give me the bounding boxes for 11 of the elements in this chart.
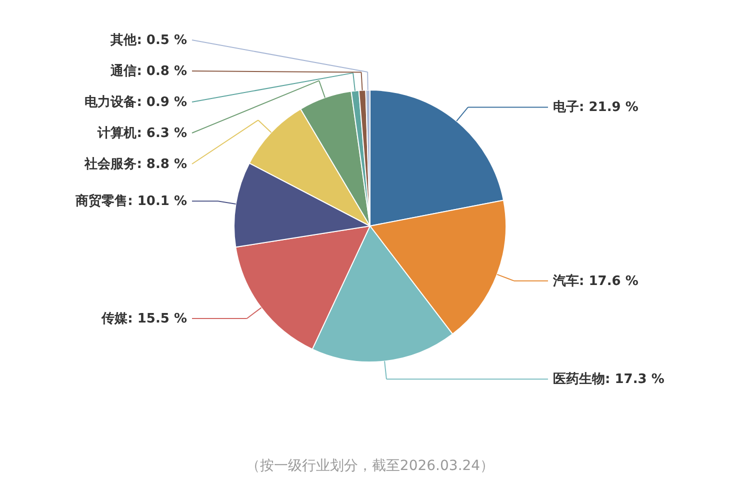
- slice-label: 社会服务: 8.8 %: [84, 156, 187, 172]
- slice-label: 汽车: 17.6 %: [552, 272, 638, 289]
- slice-label: 通信: 0.8 %: [110, 63, 187, 79]
- legend-label: 商贸零售: 10.1 %: [74, 193, 187, 210]
- slice-label: 计算机: 6.3 %: [96, 126, 187, 141]
- text: （按一级行业划分，截至2026.03.24）: [246, 458, 494, 474]
- slice-label: 医药生物: 17.3 %: [553, 371, 664, 388]
- slice-label: 其他: 0.5 %: [110, 33, 187, 48]
- slice-label: 电力设备: 0.9 %: [84, 95, 187, 110]
- slice-label: 电子: 21.9 %: [553, 100, 638, 116]
- slice-label: 传媒: 15.5 %: [100, 312, 187, 327]
